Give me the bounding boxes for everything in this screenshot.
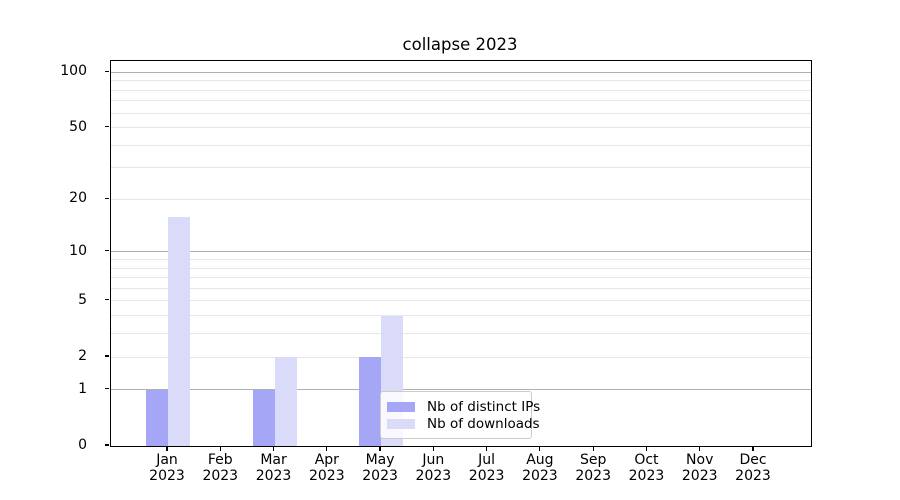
y-tick-mark <box>105 299 109 301</box>
x-tick-label-nov: Nov 2023 <box>681 452 718 484</box>
y-tick-mark <box>105 197 109 199</box>
x-tick-mark <box>752 446 754 451</box>
legend-item-downloads: Nb of downloads <box>387 415 540 432</box>
y-minor-gridline <box>111 100 811 102</box>
x-tick-label-dec: Dec 2023 <box>735 452 771 484</box>
y-tick-label: 2 <box>78 348 87 365</box>
y-tick-label: 20 <box>69 190 87 207</box>
x-tick-label-jul: Jul 2023 <box>468 452 505 484</box>
x-tick-mark <box>379 446 381 451</box>
x-tick-label-feb: Feb 2023 <box>202 452 239 484</box>
x-tick-mark <box>166 446 168 451</box>
x-tick-label-oct: Oct 2023 <box>628 452 665 484</box>
x-tick-mark <box>326 446 328 451</box>
x-tick-mark <box>592 446 594 451</box>
y-minor-gridline <box>111 356 811 358</box>
y-tick-mark <box>105 125 109 128</box>
y-major-gridline <box>111 71 811 73</box>
y-tick-mark <box>105 444 109 446</box>
y-minor-gridline <box>111 300 811 302</box>
x-tick-label-jan: Jan 2023 <box>149 452 185 484</box>
y-tick-label: 1 <box>78 380 87 397</box>
bar-distinct-ips-jan <box>146 389 168 446</box>
y-tick-label: 50 <box>69 118 87 135</box>
legend-label-distinct-ips: Nb of distinct IPs <box>427 398 541 415</box>
y-minor-gridline <box>111 287 811 289</box>
x-tick-mark <box>539 446 541 451</box>
legend-swatch-downloads <box>387 418 415 429</box>
y-major-gridline <box>111 389 811 391</box>
legend: Nb of distinct IPs Nb of downloads <box>380 391 540 439</box>
x-tick-mark <box>645 446 648 451</box>
x-tick-label-aug: Aug 2023 <box>522 452 558 484</box>
y-minor-gridline <box>111 277 811 279</box>
x-tick-mark <box>699 446 701 451</box>
legend-item-distinct-ips: Nb of distinct IPs <box>387 398 540 415</box>
x-tick-label-mar: Mar 2023 <box>255 452 292 484</box>
x-tick-label-sep: Sep 2023 <box>575 452 611 484</box>
y-tick-mark <box>105 388 109 390</box>
bar-distinct-ips-mar <box>252 389 275 446</box>
y-tick-label: 10 <box>69 242 87 259</box>
y-minor-gridline <box>111 267 811 269</box>
legend-label-downloads: Nb of downloads <box>427 415 540 432</box>
bar-downloads-mar <box>274 357 297 446</box>
y-minor-gridline <box>111 127 811 129</box>
y-minor-gridline <box>111 198 811 200</box>
y-minor-gridline <box>111 89 811 91</box>
x-tick-mark <box>219 446 221 451</box>
x-tick-label-jun: Jun 2023 <box>415 452 452 484</box>
x-tick-mark <box>272 446 275 451</box>
x-tick-mark <box>486 446 488 451</box>
y-tick-label: 0 <box>78 437 87 453</box>
y-minor-gridline <box>111 167 811 169</box>
x-tick-label-apr: Apr 2023 <box>308 452 345 484</box>
y-minor-gridline <box>111 315 811 317</box>
y-tick-label: 5 <box>78 291 87 308</box>
y-minor-gridline <box>111 112 811 114</box>
bar-distinct-ips-may <box>359 357 382 446</box>
y-minor-gridline <box>111 259 811 260</box>
y-tick-mark <box>105 355 109 357</box>
y-minor-gridline <box>111 333 811 335</box>
y-minor-gridline <box>111 80 811 82</box>
x-tick-label-may: May 2023 <box>362 452 398 484</box>
y-tick-mark <box>105 250 109 252</box>
plot-area <box>110 60 812 447</box>
y-tick-mark <box>105 70 109 72</box>
bar-downloads-jan <box>168 216 190 446</box>
chart-title: collapse 2023 <box>402 35 518 54</box>
y-major-gridline <box>111 251 811 253</box>
y-tick-label: 100 <box>60 63 87 80</box>
x-tick-mark <box>432 446 434 451</box>
legend-swatch-distinct-ips <box>387 401 415 412</box>
y-minor-gridline <box>111 144 811 146</box>
